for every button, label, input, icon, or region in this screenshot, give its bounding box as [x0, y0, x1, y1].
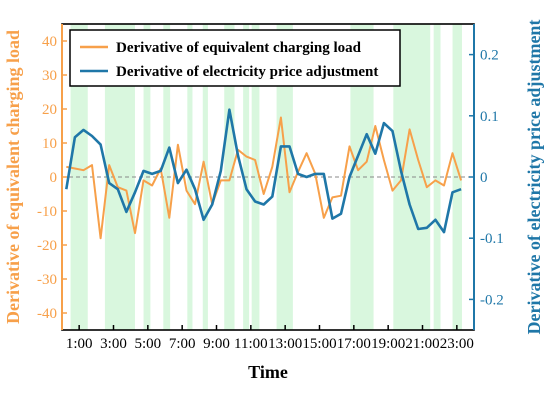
- x-tick-label-4: 9:00: [203, 336, 230, 352]
- x-tick-label-11: 23:00: [440, 336, 474, 352]
- legend-label-price: Derivative of electricity price adjustme…: [116, 64, 378, 80]
- left-tick-label-2: -20: [37, 238, 57, 254]
- x-axis-title: Time: [248, 362, 288, 382]
- right-tick-label-4: 0.2: [480, 48, 499, 64]
- right-tick-label-3: 0.1: [480, 109, 499, 125]
- left-tick-label-4: 0: [50, 170, 58, 186]
- series-layer: [65, 108, 463, 240]
- shaded-band-9: [276, 24, 293, 330]
- right-axis-title: Derivative of electricity price adjustme…: [524, 20, 544, 335]
- left-axis-title: Derivative of equivalent charging load: [3, 30, 23, 324]
- shaded-band-10: [350, 24, 374, 330]
- right-tick-label-2: 0: [480, 170, 488, 186]
- legend-label-load: Derivative of equivalent charging load: [116, 40, 362, 56]
- right-tick-label-0: -0.2: [480, 292, 504, 308]
- left-tick-label-0: -40: [37, 306, 57, 322]
- x-tick-label-3: 7:00: [169, 336, 196, 352]
- x-tick-label-9: 19:00: [371, 336, 405, 352]
- left-tick-label-8: 40: [42, 34, 57, 50]
- left-tick-label-3: -10: [37, 204, 57, 220]
- left-tick-label-5: 10: [42, 136, 57, 152]
- x-tick-label-7: 15:00: [302, 336, 336, 352]
- x-tick-label-8: 17:00: [337, 336, 371, 352]
- right-axis-ticks: -0.2 -0.1 0 0.1 0.2: [469, 48, 504, 308]
- x-tick-label-0: 1:00: [66, 336, 93, 352]
- shaded-band-8: [251, 24, 260, 330]
- x-tick-label-10: 21:00: [405, 336, 439, 352]
- legend: Derivative of equivalent charging load D…: [69, 29, 401, 87]
- shaded-band-12: [433, 24, 441, 330]
- x-axis-ticks: 1:00 3:00 5:00 7:00 9:00 11:00 13:00 15:00 17:00…: [66, 325, 474, 352]
- x-tick-label-1: 3:00: [100, 336, 127, 352]
- shaded-band-3: [163, 24, 171, 330]
- x-tick-label-5: 11:00: [234, 336, 268, 352]
- left-tick-label-1: -30: [37, 272, 57, 288]
- legend-box: [69, 29, 401, 87]
- left-axis-ticks: -40 -30 -20 -10 0 10 20 30 40: [37, 34, 67, 322]
- x-tick-label-6: 13:00: [268, 336, 302, 352]
- left-tick-label-7: 30: [42, 68, 57, 84]
- left-tick-label-6: 20: [42, 102, 57, 118]
- series-line-1: [65, 108, 462, 234]
- series-line-0: [66, 116, 463, 240]
- x-tick-label-2: 5:00: [134, 336, 161, 352]
- right-tick-label-1: -0.1: [480, 231, 504, 247]
